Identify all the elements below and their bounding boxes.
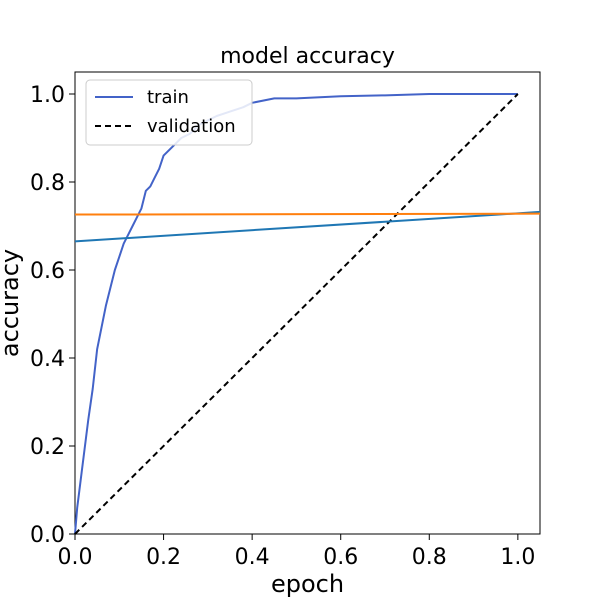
legend-label-validation: validation (147, 116, 236, 137)
y-tick-label: 1.0 (30, 83, 65, 108)
y-tick-label: 0.4 (30, 347, 65, 372)
y-tick-label: 0.2 (30, 435, 65, 460)
x-tick-label: 0.8 (412, 545, 447, 570)
y-tick-label: 0.6 (30, 259, 65, 284)
series-line-validation (74, 93, 519, 535)
y-axis-label: accuracy (0, 249, 24, 357)
series-line-train (74, 93, 518, 535)
x-tick-label: 0.2 (146, 545, 181, 570)
x-tick-label: 1.0 (500, 545, 535, 570)
legend: train validation (85, 79, 253, 146)
y-ticks: 0.0 0.2 0.4 0.6 0.8 1.0 (30, 83, 75, 548)
series-layer (74, 93, 541, 535)
x-tick-label: 0.6 (323, 545, 358, 570)
plot-area: 0.0 0.2 0.4 0.6 0.8 1.0 0.0 0.2 0.4 0.6 0.8 1.0 (30, 71, 541, 570)
x-ticks: 0.0 0.2 0.4 0.6 0.8 1.0 (58, 534, 535, 570)
x-tick-label: 0.0 (58, 545, 93, 570)
plot-frame (74, 71, 541, 535)
series-line-2 (74, 210, 541, 243)
chart-title: model accuracy (220, 44, 395, 69)
series-line-3 (74, 212, 541, 216)
y-tick-label: 0.8 (30, 171, 65, 196)
legend-label-train: train (147, 87, 189, 108)
x-tick-label: 0.4 (235, 545, 270, 570)
y-tick-label: 0.0 (30, 523, 65, 548)
x-axis-label: epoch (271, 570, 344, 598)
